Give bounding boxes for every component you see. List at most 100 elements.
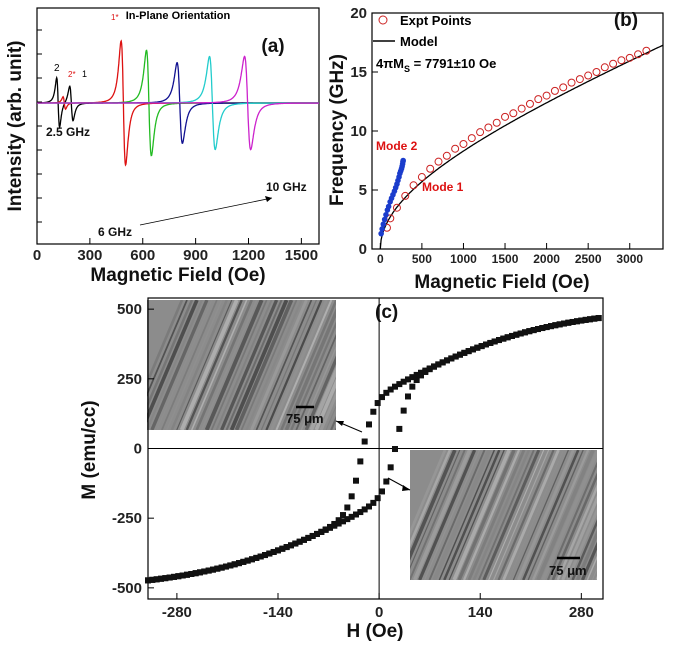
inset-stripe — [275, 300, 333, 430]
inset-stripe — [240, 300, 298, 430]
inset-stripe — [482, 450, 541, 580]
inset-stripe — [215, 300, 273, 430]
expt-point — [617, 56, 626, 65]
hysteresis-point — [309, 532, 316, 539]
hysteresis-point — [374, 495, 381, 502]
hysteresis-point — [249, 556, 255, 563]
inset-stripe — [260, 300, 317, 430]
hysteresis-point — [409, 383, 416, 390]
inset-stripe — [516, 450, 575, 580]
mode-2-point — [378, 230, 384, 237]
expt-point — [625, 53, 634, 62]
inset-left-scale-label: 75 μm — [286, 411, 324, 426]
hysteresis-point — [530, 327, 537, 334]
hysteresis-point — [353, 477, 359, 484]
inset-stripe — [410, 450, 452, 548]
hysteresis-point — [418, 372, 424, 379]
inset-stripe — [185, 300, 243, 430]
inset-stripe — [438, 450, 496, 580]
hysteresis-point — [565, 319, 572, 326]
hysteresis-point — [296, 538, 303, 545]
hysteresis-point — [353, 511, 359, 518]
inset-stripe — [156, 300, 213, 430]
b-x-tick-label: 3000 — [616, 252, 643, 266]
expt-point — [534, 95, 543, 104]
inset-stripe — [229, 300, 289, 430]
inset-stripe — [527, 450, 584, 580]
hysteresis-point — [431, 363, 437, 370]
hysteresis-point — [283, 544, 290, 551]
expt-point — [559, 83, 568, 92]
inset-stripe — [147, 300, 184, 387]
inset-stripe — [147, 300, 199, 423]
hysteresis-point — [452, 353, 459, 360]
hysteresis-point — [231, 561, 238, 568]
hysteresis-point — [279, 545, 286, 552]
hysteresis-point — [483, 341, 489, 348]
expt-point — [409, 181, 418, 190]
inset-stripe — [290, 321, 336, 430]
a-x-tick-label: 900 — [183, 247, 208, 264]
inset-stripe — [443, 450, 501, 580]
hysteresis-point — [478, 343, 485, 350]
inset-stripe — [265, 300, 323, 430]
hysteresis-point — [361, 438, 368, 445]
hysteresis-point — [374, 400, 381, 407]
panel-c-ticks: -280 -140 0 140 280 -500 -250 0 250 500 — [112, 301, 594, 621]
expt-point — [517, 104, 526, 113]
inset-stripe — [304, 355, 336, 430]
mode-2-point — [379, 226, 385, 232]
c-x-tick-label: -140 — [263, 604, 293, 621]
hysteresis-point — [210, 566, 216, 573]
inset-stripe — [200, 300, 258, 430]
expt-point — [459, 139, 468, 148]
hysteresis-point — [236, 560, 242, 567]
frequency-arrow-head — [265, 196, 272, 202]
b-y-tick-label: 5 — [359, 182, 367, 199]
legend-expt-label: Expt Points — [400, 13, 472, 28]
mode-2-point — [380, 221, 387, 228]
inset-stripe — [586, 555, 597, 580]
frequency-arrow — [139, 197, 273, 226]
expt-point — [575, 75, 584, 84]
hysteresis-point — [556, 321, 563, 328]
annotation-6ghz: 6 GHz — [98, 225, 132, 239]
b-y-tick-label: 20 — [350, 5, 367, 22]
expt-point — [567, 78, 576, 87]
hysteresis-point — [409, 374, 416, 381]
annotation-2-5ghz: 2.5 GHz — [46, 125, 90, 139]
hysteresis-point — [292, 540, 299, 547]
hysteresis-point — [439, 359, 446, 366]
hysteresis-point — [387, 464, 394, 471]
hysteresis-point — [184, 571, 190, 578]
hysteresis-point — [517, 330, 524, 337]
hysteresis-point — [413, 377, 420, 384]
panel-a-x-ticks: 0 300 600 900 1200 1500 — [33, 29, 318, 264]
hysteresis-point — [426, 366, 433, 373]
c-x-tick-label: 0 — [375, 604, 383, 621]
inset-stripe — [204, 300, 264, 430]
hysteresis-point — [340, 512, 346, 519]
hysteresis-point — [275, 547, 281, 554]
hysteresis-point — [587, 316, 593, 323]
hysteresis-point — [262, 552, 268, 559]
inset-stripe — [581, 541, 597, 580]
hysteresis-point — [314, 531, 320, 538]
hysteresis-point — [561, 320, 567, 327]
annotation-mode-2: 2 — [54, 63, 60, 74]
inset-stripe — [295, 333, 336, 430]
panel-b-ticks: 0 500 1000 1500 2000 2500 3000 0 5 10 15 20 — [350, 5, 643, 266]
hysteresis-point — [457, 351, 463, 358]
hysteresis-point — [240, 558, 247, 565]
hysteresis-point — [340, 518, 346, 525]
hysteresis-point — [370, 408, 377, 415]
hysteresis-point — [548, 323, 554, 330]
hysteresis-point — [448, 355, 455, 362]
hysteresis-point — [387, 386, 394, 393]
expt-point — [609, 59, 618, 68]
hysteresis-point — [474, 344, 481, 351]
expt-point — [476, 128, 485, 137]
hysteresis-point — [192, 570, 199, 577]
inset-stripe — [225, 300, 283, 430]
